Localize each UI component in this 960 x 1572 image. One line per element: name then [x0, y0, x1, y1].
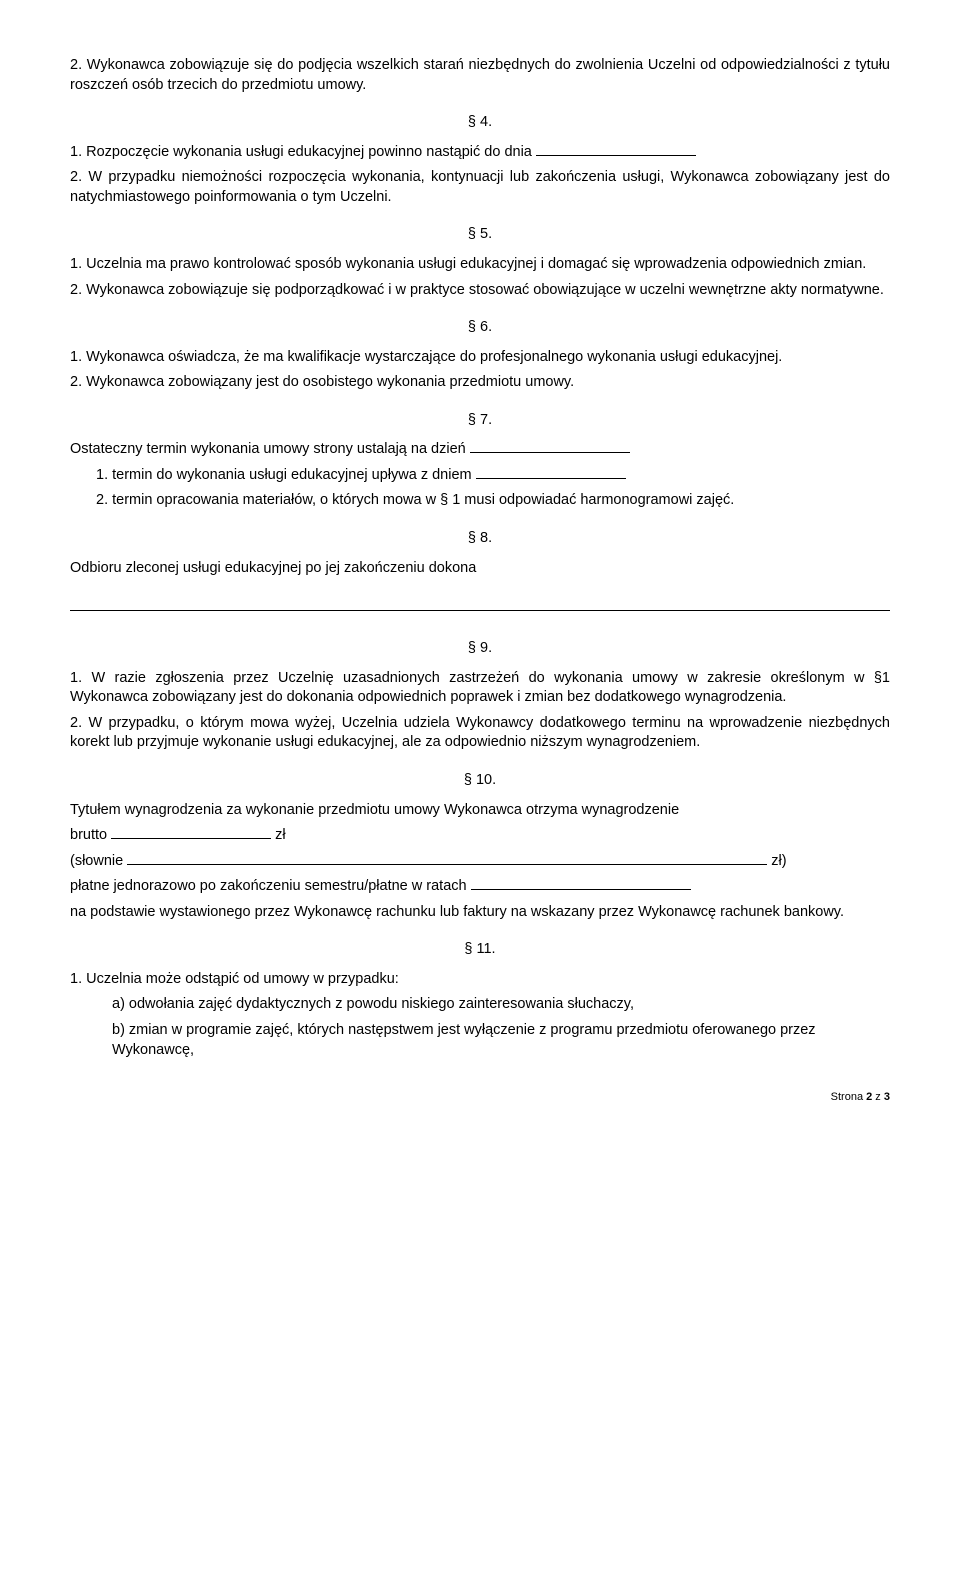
blank-final-date [470, 452, 630, 453]
brutto-label: brutto [70, 827, 111, 843]
para-8-0: Odbioru zleconej usługi edukacyjnej po j… [70, 559, 890, 579]
section-4-heading: § 4. [70, 113, 890, 133]
section-6-heading: § 6. [70, 318, 890, 338]
para-11-1b: b) zmian w programie zajęć, których nast… [70, 1021, 890, 1060]
footer-z: z [872, 1091, 884, 1103]
blank-acceptor [70, 596, 890, 611]
para-2-2: 2. Wykonawca zobowiązuje się do podjęcia… [70, 56, 890, 95]
para-7-0-text: Ostateczny termin wykonania umowy strony… [70, 441, 470, 457]
para-9-2: 2. W przypadku, o którym mowa wyżej, Ucz… [70, 714, 890, 753]
para-10-podstawa: na podstawie wystawionego przez Wykonawc… [70, 903, 890, 923]
section-9-heading: § 9. [70, 639, 890, 659]
footer-strona: Strona [831, 1091, 866, 1103]
para-4-1-text: 1. Rozpoczęcie wykonania usługi edukacyj… [70, 144, 536, 160]
para-9-1: 1. W razie zgłoszenia przez Uczelnię uza… [70, 669, 890, 708]
blank-slownie [127, 864, 767, 865]
section-10-heading: § 10. [70, 771, 890, 791]
blank-date-start [536, 155, 696, 156]
para-7-2: 2. termin opracowania materiałów, o któr… [70, 491, 890, 511]
para-10-slownie: (słownie zł) [70, 852, 890, 872]
para-7-1-text: 1. termin do wykonania usługi edukacyjne… [96, 467, 476, 483]
para-10-platne: płatne jednorazowo po zakończeniu semest… [70, 877, 890, 897]
section-5-heading: § 5. [70, 225, 890, 245]
blank-service-date [476, 478, 626, 479]
para-7-0: Ostateczny termin wykonania umowy strony… [70, 440, 890, 460]
section-8-heading: § 8. [70, 529, 890, 549]
footer-page-total: 3 [884, 1091, 890, 1103]
section-7-heading: § 7. [70, 411, 890, 431]
platne-text-a: płatne jednorazowo po zakończeniu semest… [70, 878, 471, 894]
para-6-1: 1. Wykonawca oświadcza, że ma kwalifikac… [70, 348, 890, 368]
slownie-label: (słownie [70, 853, 127, 869]
section-11-heading: § 11. [70, 940, 890, 960]
para-10-brutto: brutto zł [70, 826, 890, 846]
para-4-1: 1. Rozpoczęcie wykonania usługi edukacyj… [70, 143, 890, 163]
brutto-unit: zł [271, 827, 286, 843]
para-7-1: 1. termin do wykonania usługi edukacyjne… [70, 466, 890, 486]
para-5-1: 1. Uczelnia ma prawo kontrolować sposób … [70, 255, 890, 275]
blank-raty [471, 889, 691, 890]
para-10-0: Tytułem wynagrodzenia za wykonanie przed… [70, 801, 890, 821]
page-footer: Strona 2 z 3 [70, 1090, 890, 1105]
para-4-2: 2. W przypadku niemożności rozpoczęcia w… [70, 168, 890, 207]
slownie-unit: zł) [767, 853, 786, 869]
blank-brutto [111, 838, 271, 839]
para-11-1: 1. Uczelnia może odstąpić od umowy w prz… [70, 970, 890, 990]
para-5-2: 2. Wykonawca zobowiązuje się podporządko… [70, 281, 890, 301]
para-11-1a: a) odwołania zajęć dydaktycznych z powod… [70, 995, 890, 1015]
para-6-2: 2. Wykonawca zobowiązany jest do osobist… [70, 373, 890, 393]
